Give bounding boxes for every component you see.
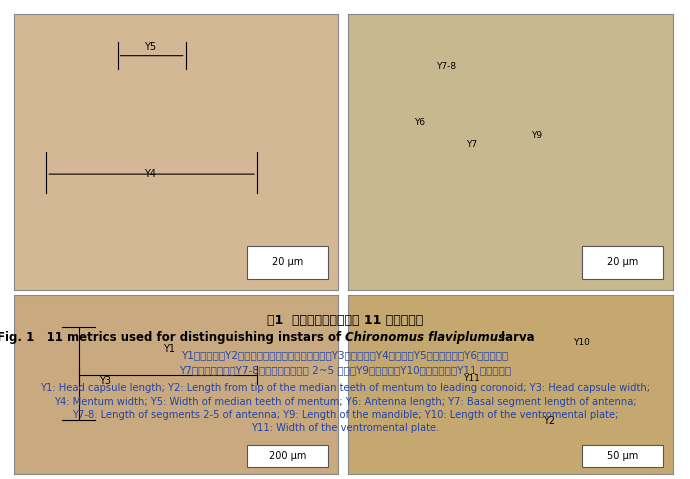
Text: 20 μm: 20 μm <box>607 257 638 267</box>
Text: Y5: Y5 <box>144 43 156 52</box>
Text: Y1: Y1 <box>164 344 175 354</box>
FancyBboxPatch shape <box>582 445 663 467</box>
FancyBboxPatch shape <box>247 246 328 279</box>
Text: Y1：头壳长；Y2：颏中齿顶端至冠宾前缘间距离；Y3：头壳宽；Y4：颏宽；Y5：颏中齿宽；Y6：触角长；: Y1：头壳长；Y2：颏中齿顶端至冠宾前缘间距离；Y3：头壳宽；Y4：颏宽；Y5：… <box>181 351 509 361</box>
Text: Y7: Y7 <box>466 139 477 148</box>
Text: Y3: Y3 <box>99 376 110 387</box>
Text: Fig. 1   11 metrics used for distinguishing instars of: Fig. 1 11 metrics used for distinguishin… <box>0 331 345 343</box>
Text: Y11: Y11 <box>463 374 480 383</box>
Text: 200 μm: 200 μm <box>269 451 306 461</box>
Text: 20 μm: 20 μm <box>273 257 304 267</box>
Text: Y11: Width of the ventromental plate.: Y11: Width of the ventromental plate. <box>250 423 440 433</box>
FancyBboxPatch shape <box>247 445 328 467</box>
Text: larva: larva <box>497 331 535 343</box>
Text: Chironomus flaviplumus: Chironomus flaviplumus <box>345 331 505 343</box>
Text: 图1  黄羽摇蚊幼虫分龄的 11 项测量指标: 图1 黄羽摇蚊幼虫分龄的 11 项测量指标 <box>267 314 423 327</box>
Text: Y6: Y6 <box>414 117 425 126</box>
Text: Y4: Mentum width; Y5: Width of median teeth of mentum; Y6: Antenna length; Y7: B: Y4: Mentum width; Y5: Width of median te… <box>54 397 636 407</box>
Text: Y10: Y10 <box>573 338 591 347</box>
Text: Y1: Head capsule length; Y2: Length from tip of the median teeth of mentum to le: Y1: Head capsule length; Y2: Length from… <box>40 383 650 393</box>
Text: Y7-8: Y7-8 <box>435 62 456 71</box>
Text: Y9: Y9 <box>531 131 542 140</box>
Text: Y7-8: Length of segments 2-5 of antenna; Y9: Length of the mandible; Y10: Length: Y7-8: Length of segments 2-5 of antenna;… <box>72 410 618 420</box>
Text: Y4: Y4 <box>144 169 156 179</box>
Text: Y2: Y2 <box>544 416 555 426</box>
FancyBboxPatch shape <box>582 246 663 279</box>
Text: Y7：触角基节长；Y7-8：触角除基节以外 2~5 节长；Y9：上颚长；Y10：腹颏板长；Y11 腹颏板宽。: Y7：触角基节长；Y7-8：触角除基节以外 2~5 节长；Y9：上颚长；Y10：… <box>179 365 511 375</box>
Text: 50 μm: 50 μm <box>607 451 638 461</box>
